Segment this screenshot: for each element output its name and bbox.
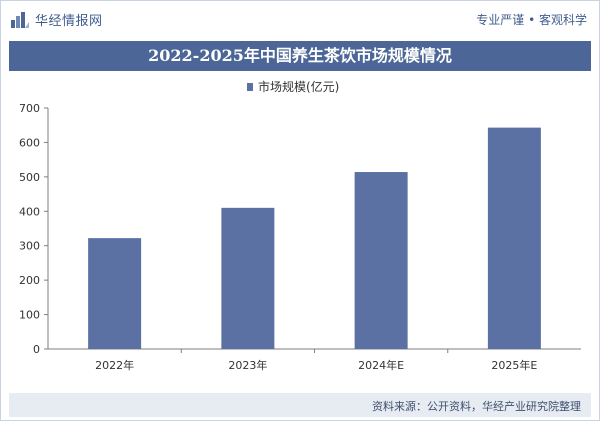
y-tick-label: 300: [19, 240, 40, 253]
bar: [221, 207, 275, 349]
y-tick-label: 0: [33, 343, 40, 356]
bar-chart: 市场规模(亿元) 0 100 200 300 400 500 600 700 2022年 2023年…: [19, 79, 581, 372]
bar: [88, 238, 142, 349]
chart-title: 2022-2025年中国养生茶饮市场规模情况: [9, 41, 591, 71]
x-tick-label: 2023年: [228, 358, 267, 372]
x-tick-label: 2022年: [95, 358, 134, 372]
legend-label: 市场规模(亿元): [258, 79, 339, 94]
legend-swatch: [247, 83, 253, 91]
x-tick-label: 2024年E: [358, 358, 404, 372]
bar: [487, 127, 541, 349]
logo-icon: [11, 11, 29, 28]
y-tick-label: 600: [19, 136, 40, 149]
top-bar: 华经情报网 专业严谨 • 客观科学: [1, 1, 599, 35]
bar: [354, 172, 408, 349]
x-tick-label: 2025年E: [491, 358, 537, 372]
logo: 华经情报网: [11, 10, 103, 29]
footer: 资料来源：公开资料，华经产业研究院整理: [9, 393, 591, 417]
y-tick-label: 200: [19, 274, 40, 287]
slogan: 专业严谨 • 客观科学: [476, 13, 587, 27]
y-tick-label: 400: [19, 205, 40, 218]
y-tick-label: 500: [19, 171, 40, 184]
y-tick-label: 100: [19, 309, 40, 322]
source-note: 资料来源：公开资料，华经产业研究院整理: [372, 400, 581, 413]
logo-text: 华经情报网: [35, 14, 103, 29]
y-tick-label: 700: [19, 102, 40, 115]
